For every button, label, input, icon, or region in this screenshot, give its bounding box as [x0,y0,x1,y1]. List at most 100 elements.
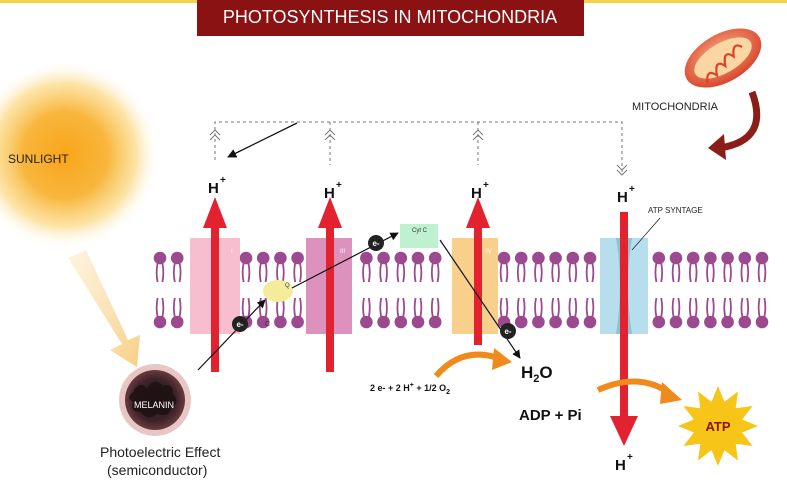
lipid-tail [654,262,658,283]
lipid-tail [591,297,595,318]
lipid-tail [729,297,732,318]
lipid-head [428,315,442,329]
q-label: Q [285,283,290,289]
lipid-head [738,251,752,265]
lipid-tail [694,262,698,283]
lipid-tail [757,262,761,283]
lipid-tail [671,262,675,283]
curved-arrow-icon [708,90,761,160]
lipid-tail [671,297,675,318]
proton-arrow-complex-iii [318,197,342,372]
svg-text:+: + [627,452,633,463]
lipid-tail [379,297,383,318]
atp-label: ATP [705,419,730,434]
proton-arrow-complex-i [203,197,227,372]
lipid-tail [723,262,727,283]
svg-text:+: + [483,180,489,191]
lipid-head [583,315,597,329]
lipid-tail [436,262,440,283]
lipid-tail [723,297,727,318]
h-plus-label-2: H + [324,180,342,202]
lipid-tail [729,262,732,283]
lipid-tail [413,297,417,318]
lipid-tail [264,262,268,283]
electron-badge-1: e- [232,316,248,332]
lipid-tail [740,297,744,318]
q-carrier [263,280,293,302]
lipid-head [256,315,270,329]
lipid-tail [694,297,698,318]
lipid-head [514,251,528,265]
c-label: C [265,321,270,328]
lipid-tail [379,262,383,283]
lipid-head [755,251,769,265]
adp-pi-label: ADP + Pi [519,407,582,424]
lipid-tail [299,262,302,283]
lipid-tail [413,262,417,283]
lipid-tail [172,297,176,318]
lipid-head [704,251,717,265]
lipid-head [360,251,373,265]
lipid-tail [568,262,572,283]
h-plus-label-1: H + [208,175,226,197]
svg-text:e-: e- [504,327,511,336]
lipid-tail [155,297,159,318]
lipid-tail [247,262,251,283]
lipid-head [514,315,528,329]
lipid-tail [367,297,371,318]
lipid-tail [161,262,165,283]
lipid-tail [591,262,595,283]
svg-text:H2O: H2O [521,363,553,385]
svg-text:+: + [220,175,226,186]
lipid-head [738,315,752,329]
lipid-tail [551,262,555,283]
svg-text:H: H [208,180,219,197]
lipid-head [291,251,304,265]
svg-text:e-: e- [236,320,243,329]
lipid-head [704,315,717,329]
lipid-tail [557,297,560,318]
lipid-tail [539,297,543,318]
reaction-equation: 2 e- + 2 H+ + 1/2 O2 [370,382,450,396]
electron-badge-3: e- [500,323,516,339]
lipid-tail [430,262,434,283]
photoelectric-effect-label: Photoelectric Effect [100,444,220,460]
lipid-tail [430,297,434,318]
lipid-tail [264,297,268,318]
lipid-tail [396,262,400,283]
melanin-granule [119,364,191,436]
lipid-tail [516,262,520,283]
lipid-tail [436,297,440,318]
lipid-tail [551,297,555,318]
lipid-tail [505,262,509,283]
electron-badge-2: e- [368,235,384,251]
melanin-label: MELANIN [134,400,174,410]
lipid-tail [534,297,537,318]
lipid-tail [499,297,503,318]
lipid-tail [688,262,692,283]
lipid-tail [385,262,388,283]
atp-formation-arrow [596,378,682,404]
lipid-head [360,315,373,329]
lipid-tail [522,262,526,283]
lipid-head [153,251,167,265]
lipid-head [428,251,442,265]
lipid-head [566,315,580,329]
lipid-tail [419,297,423,318]
lipid-head [497,251,511,265]
lipid-tail [276,262,279,283]
lipid-tail [178,262,182,283]
lipid-head [239,251,253,265]
lipid-tail [522,297,526,318]
proton-arrow-atp-synthase [610,212,638,446]
complex-iv-label: IV [486,249,492,255]
lipid-head [274,315,287,329]
lipid-tail [155,262,159,283]
mitochondria-label: MITOCHONDRIA [632,101,719,113]
lipid-head [153,315,167,329]
cyt-c-label: Cyt C [412,228,428,234]
lipid-head [549,315,562,329]
lipid-tail [362,262,365,283]
lipid-tail [241,297,245,318]
